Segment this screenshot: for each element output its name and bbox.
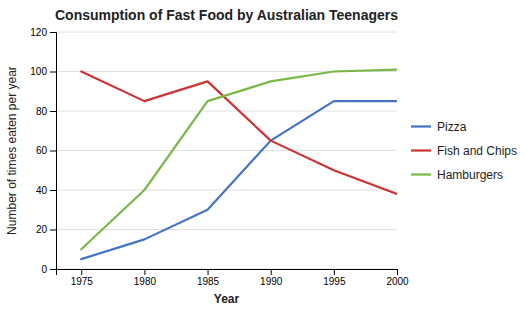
y-tick-mark	[50, 111, 56, 112]
y-tick-label: 20	[36, 224, 48, 235]
x-axis: 1975 1980 1985 1990 1995 2000	[57, 269, 410, 287]
plot-area: 1975 1980 1985 1990 1995 2000 0 20 40 60 80 100 120	[30, 27, 409, 287]
chart-container: 1975 1980 1985 1990 1995 2000 0 20 40 60 80 100 120 C…	[0, 0, 525, 311]
y-tick-label: 0	[41, 264, 47, 275]
x-tick: 1995	[323, 269, 346, 287]
legend-item: Fish and Chips	[411, 144, 517, 158]
series-line	[81, 101, 397, 259]
y-tick-mark	[50, 190, 56, 191]
legend-label: Hamburgers	[437, 168, 503, 182]
x-tick-label: 1975	[71, 276, 94, 287]
chart-svg: 1975 1980 1985 1990 1995 2000 0 20 40 60 80 100 120 C…	[0, 0, 525, 311]
y-tick-label: 100	[30, 66, 47, 77]
y-tick: 40	[36, 185, 56, 196]
x-tick-mark	[81, 269, 82, 275]
grid-line	[56, 229, 397, 230]
grid-line	[56, 150, 397, 151]
x-tick-label: 2000	[386, 276, 409, 287]
grid-line	[56, 32, 397, 33]
x-axis-line	[57, 270, 398, 276]
y-axis-title: Number of times eaten per year	[5, 66, 19, 235]
lines	[81, 70, 397, 260]
y-axis: 0 20 40 60 80 100 120	[30, 27, 56, 275]
y-tick-label: 120	[30, 27, 47, 38]
x-tick: 1980	[134, 269, 157, 287]
y-tick-label: 80	[36, 106, 48, 117]
legend-swatch	[411, 173, 431, 175]
y-tick: 20	[36, 224, 56, 235]
x-tick: 2000	[386, 269, 409, 287]
y-tick: 100	[30, 66, 56, 77]
y-tick: 120	[30, 27, 56, 38]
x-tick-label: 1980	[134, 276, 157, 287]
x-tick: 1975	[71, 269, 94, 287]
legend-label: Fish and Chips	[437, 144, 517, 158]
legend-item: Pizza	[411, 120, 467, 134]
y-tick-mark	[50, 72, 56, 73]
y-tick-label: 40	[36, 185, 48, 196]
x-tick-mark	[144, 269, 145, 275]
chart-title: Consumption of Fast Food by Australian T…	[55, 7, 398, 23]
series-line	[81, 70, 397, 250]
y-tick-label: 60	[36, 145, 48, 156]
series-line	[81, 72, 397, 194]
x-tick: 1990	[260, 269, 283, 287]
x-axis-title: Year	[214, 292, 240, 306]
x-tick-mark	[208, 269, 209, 275]
legend-label: Pizza	[437, 120, 467, 134]
legend-item: Hamburgers	[411, 168, 503, 182]
y-tick-mark	[50, 151, 56, 152]
legend-swatch	[411, 149, 431, 151]
x-tick-mark	[334, 269, 335, 275]
x-tick-label: 1985	[197, 276, 220, 287]
y-tick: 80	[36, 106, 56, 117]
x-tick-label: 1995	[323, 276, 346, 287]
x-tick: 1985	[197, 269, 220, 287]
y-tick-mark	[50, 230, 56, 231]
grid-line	[56, 111, 397, 112]
grid	[56, 32, 397, 269]
y-tick-mark	[50, 32, 56, 33]
y-tick-mark	[50, 269, 56, 270]
y-tick: 0	[41, 264, 56, 275]
y-axis-line	[50, 33, 57, 270]
x-tick-label: 1990	[260, 276, 283, 287]
legend: Pizza Fish and Chips Hamburgers	[411, 120, 517, 182]
y-tick: 60	[36, 145, 56, 156]
x-tick-mark	[271, 269, 272, 275]
x-tick-mark	[397, 269, 398, 275]
legend-swatch	[411, 125, 431, 127]
